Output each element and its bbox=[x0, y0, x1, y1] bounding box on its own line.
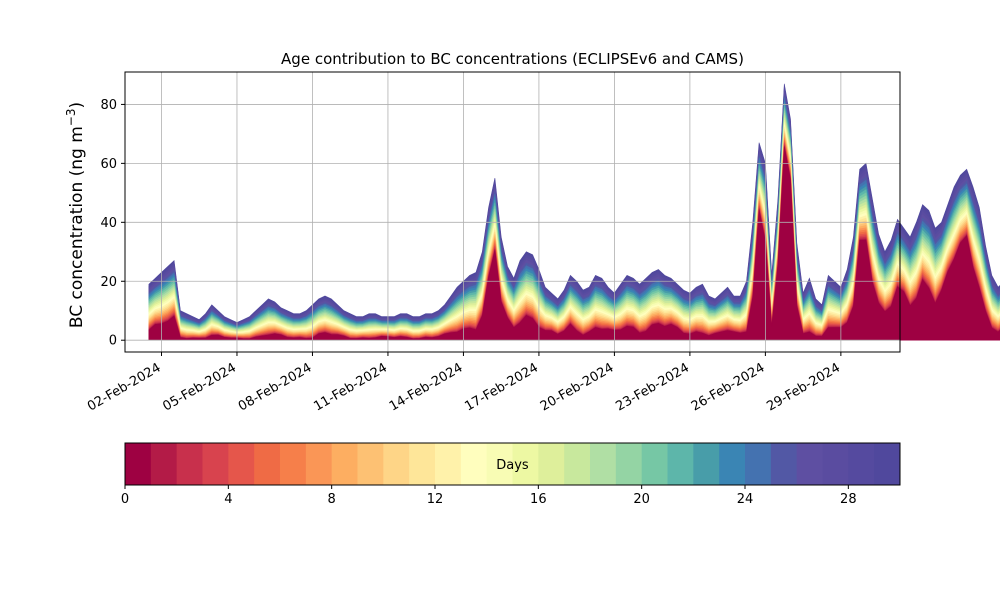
colorbar-segment bbox=[641, 443, 668, 485]
stacked-area-layer bbox=[148, 83, 1000, 341]
x-tick-label: 08-Feb-2024 bbox=[236, 360, 315, 414]
colorbar-segment bbox=[383, 443, 410, 485]
x-tick-label: 23-Feb-2024 bbox=[613, 360, 692, 414]
colorbar-tick-label: 0 bbox=[121, 492, 129, 507]
colorbar-segment bbox=[745, 443, 772, 485]
colorbar-segment bbox=[590, 443, 617, 485]
age-band-0 bbox=[148, 146, 1000, 341]
x-tick-label: 20-Feb-2024 bbox=[538, 360, 617, 414]
colorbar-tick-label: 16 bbox=[530, 492, 547, 507]
colorbar-segment bbox=[331, 443, 358, 485]
colorbar-segment bbox=[254, 443, 281, 485]
colorbar-segment bbox=[125, 443, 152, 485]
colorbar-segment bbox=[667, 443, 694, 485]
colorbar-tick-label: 24 bbox=[737, 492, 754, 507]
colorbar-label: Days bbox=[496, 458, 529, 473]
grid-lines bbox=[125, 72, 900, 352]
colorbar-tick-label: 20 bbox=[633, 492, 650, 507]
x-tick-label: 11-Feb-2024 bbox=[311, 360, 390, 414]
colorbar-segment bbox=[435, 443, 462, 485]
colorbar-segment bbox=[176, 443, 203, 485]
colorbar-segment bbox=[150, 443, 178, 485]
colorbar-tick-label: 8 bbox=[328, 492, 336, 507]
colorbar: 0 4 8 12 16 20 24 28 bbox=[121, 442, 901, 507]
plot-frame bbox=[124, 71, 901, 353]
colorbar-segment bbox=[280, 443, 307, 485]
colorbar-segment bbox=[202, 443, 229, 485]
colorbar-segment bbox=[719, 443, 746, 485]
colorbar-segment bbox=[538, 443, 565, 485]
colorbar-segment bbox=[874, 443, 901, 485]
colorbar-segment bbox=[486, 443, 513, 485]
x-tick-label: 26-Feb-2024 bbox=[689, 360, 768, 414]
x-tick-label: 14-Feb-2024 bbox=[387, 360, 466, 414]
colorbar-segment bbox=[228, 443, 255, 485]
colorbar-segment bbox=[305, 443, 333, 485]
colorbar-tick-label: 28 bbox=[840, 492, 857, 507]
colorbar-segment bbox=[848, 443, 875, 485]
chart-title: Age contribution to BC concentrations (E… bbox=[281, 50, 744, 68]
x-tick-label: 05-Feb-2024 bbox=[160, 360, 239, 414]
colorbar-segment bbox=[796, 443, 823, 485]
colorbar-segment bbox=[460, 443, 488, 485]
x-tick-label: 29-Feb-2024 bbox=[764, 360, 843, 414]
colorbar-segment bbox=[822, 443, 849, 485]
colorbar-segment bbox=[693, 443, 720, 485]
colorbar-segment bbox=[409, 443, 436, 485]
colorbar-frame bbox=[124, 442, 901, 486]
colorbar-segment bbox=[564, 443, 591, 485]
colorbar-segment bbox=[512, 443, 539, 485]
y-tick-label: 0 bbox=[109, 334, 117, 349]
y-tick-label: 60 bbox=[100, 157, 117, 172]
colorbar-tick-label: 12 bbox=[427, 492, 444, 507]
x-tick-label: 17-Feb-2024 bbox=[462, 360, 541, 414]
y-tick-label: 80 bbox=[100, 98, 117, 113]
x-tick-label: 02-Feb-2024 bbox=[85, 360, 164, 414]
colorbar-tick-label: 4 bbox=[224, 492, 232, 507]
y-axis-label: BC concentration (ng m−3) bbox=[64, 102, 87, 328]
colorbar-segment bbox=[615, 443, 643, 485]
y-tick-label: 40 bbox=[100, 216, 117, 231]
colorbar-segment bbox=[357, 443, 384, 485]
colorbar-segment bbox=[770, 443, 798, 485]
y-tick-label: 20 bbox=[100, 275, 117, 290]
